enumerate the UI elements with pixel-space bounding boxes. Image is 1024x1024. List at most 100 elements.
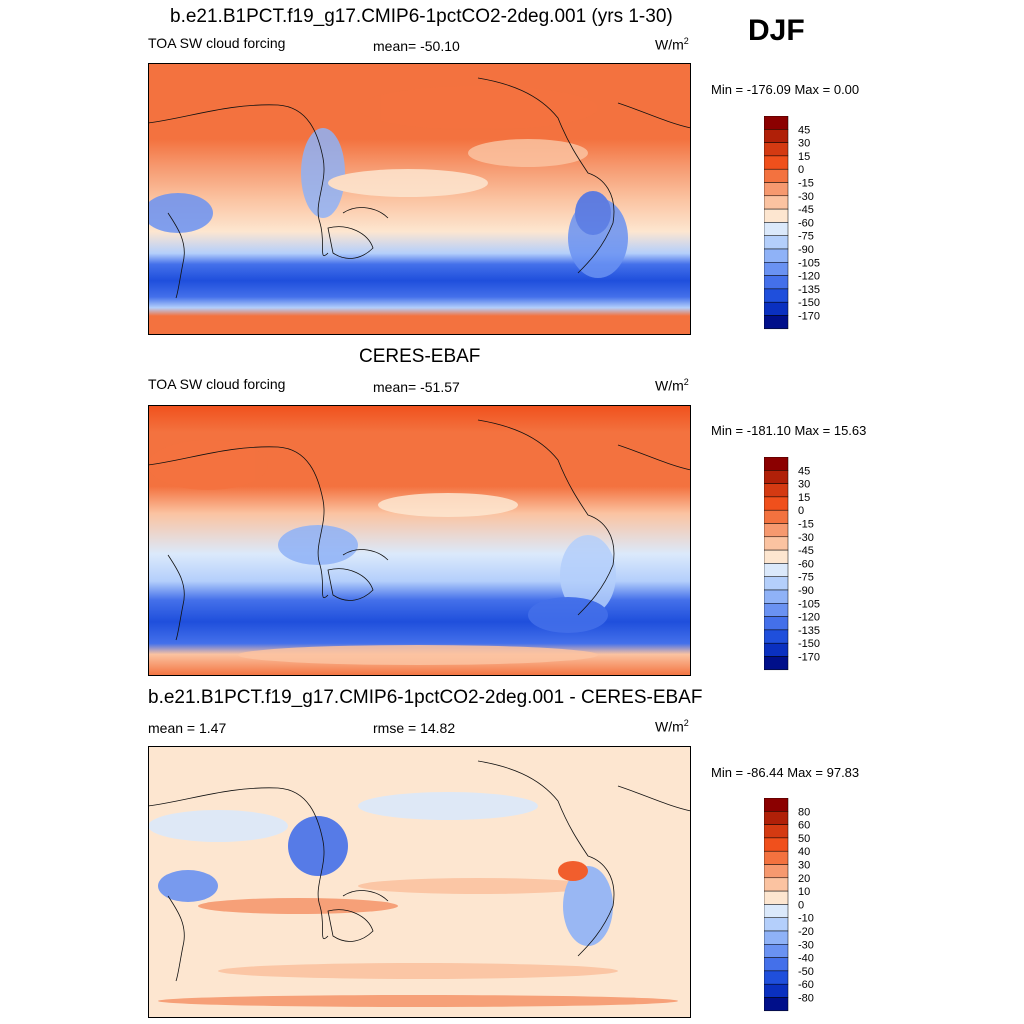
panel-3-colorbar-label: 0 — [798, 899, 804, 911]
panel-2-colorbar-box — [764, 483, 789, 498]
panel-1-colorbar-box — [764, 301, 789, 316]
panel-2-colorbar-label: -45 — [798, 545, 814, 557]
panel-2-colorbar-label: 15 — [798, 492, 810, 504]
panel-1-colorbar-label: -15 — [798, 178, 814, 190]
panel-1-colorbar-box — [764, 195, 789, 210]
panel-1-coastlines — [148, 77, 691, 299]
panel-2-colorbar-box — [764, 457, 789, 471]
panel-3-colorbar-box — [764, 917, 789, 932]
panel-1-colorbar-label: -120 — [798, 271, 820, 283]
panel-2-colorbar-box — [764, 576, 789, 591]
panel-1-units: W/m2 — [655, 36, 689, 53]
panel-2-colorbar-box — [764, 563, 789, 577]
panel-2-colorbar-label: -150 — [798, 638, 820, 650]
panel-2-colorbar-label: -15 — [798, 519, 814, 531]
panel-1-map — [148, 63, 691, 335]
panel-2-features — [148, 440, 616, 665]
panel-1-colorbar-box — [764, 155, 789, 170]
panel-2-colorbar-box — [764, 549, 789, 564]
panel-1-colorbar-label: 15 — [798, 151, 810, 163]
panel-1-colorbar-box — [764, 168, 789, 183]
panel-3-colorbar-label: 30 — [798, 860, 810, 872]
panel-3-colorbar-label: -30 — [798, 939, 814, 951]
panel-2-title: CERES-EBAF — [359, 346, 481, 367]
panel-3-colorbar-box — [764, 837, 789, 852]
panel-3-colorbar-box — [764, 877, 789, 892]
panel-1-minmax: Min = -176.09 Max = 0.00 — [711, 82, 860, 97]
panel-2-colorbar-label: 0 — [798, 505, 804, 517]
panel-1-mean-label: mean= -50.10 — [373, 38, 460, 54]
panel-3-colorbar-box — [764, 864, 789, 879]
panel-1-colorbar-box — [764, 129, 789, 143]
panel-3-colorbar-label: -40 — [798, 953, 814, 965]
panel-3-frame — [148, 746, 691, 1018]
panel-3-colorbar-box — [764, 824, 789, 839]
panel-2-frame — [148, 405, 691, 676]
panel-1-variable-label: TOA SW cloud forcing — [148, 35, 286, 51]
panel-2-colorbar-label: 45 — [798, 465, 810, 477]
panel-2-colorbar-label: -75 — [798, 572, 814, 584]
panel-3-colorbar-label: 60 — [798, 820, 810, 832]
panel-2-colorbar-box — [764, 470, 789, 484]
panel-2-variable-label: TOA SW cloud forcing — [148, 376, 286, 392]
panel-1-colorbar-label: -170 — [798, 311, 820, 323]
panel-2-colorbar-label: -90 — [798, 585, 814, 597]
panel-1-title: b.e21.B1PCT.f19_g17.CMIP6-1pctCO2-2deg.0… — [170, 6, 673, 27]
panel-3-colorbar-box — [764, 983, 789, 998]
panel-3-colorbar-label: -60 — [798, 979, 814, 991]
panel-1-colorbar-box — [764, 288, 789, 303]
panel-1-colorbar-box — [764, 142, 789, 157]
panel-2-colorbar-box — [764, 603, 789, 617]
panel-3-colorbar-label: -10 — [798, 913, 814, 925]
panel-3-mean-label: mean = 1.47 — [148, 720, 227, 736]
panel-1-colorbar-box — [764, 275, 789, 290]
panel-3-colorbar-label: 40 — [798, 846, 810, 858]
panel-2-colorbar-box — [764, 589, 789, 604]
panel-2-colorbar-box — [764, 523, 789, 538]
panel-1-colorbar-box — [764, 208, 789, 223]
panel-1-colorbar-box — [764, 262, 789, 276]
panel-2-coastlines — [148, 419, 691, 641]
panel-3-rmse-label: rmse = 14.82 — [373, 720, 456, 736]
panel-2-colorbar-label: -120 — [798, 612, 820, 624]
panel-3-colorbar-box — [764, 811, 789, 825]
panel-2-colorbar-label: 30 — [798, 479, 810, 491]
panel-3-colorbar-box — [764, 997, 789, 1012]
panel-2-colorbar-label: -105 — [798, 598, 820, 610]
panel-2-colorbar-label: -60 — [798, 558, 814, 570]
panel-1-colorbar-label: -150 — [798, 297, 820, 309]
panel-2-colorbar-box — [764, 642, 789, 657]
panel-1-colorbar-label: -90 — [798, 244, 814, 256]
panel-3-map — [148, 746, 691, 1018]
panel-3-colorbar-box — [764, 930, 789, 945]
panel-1-colorbar-label: -105 — [798, 257, 820, 269]
panel-2-minmax: Min = -181.10 Max = 15.63 — [711, 423, 867, 438]
panel-3-minmax: Min = -86.44 Max = 97.83 — [711, 765, 860, 780]
panel-3-colorbar-label: -50 — [798, 966, 814, 978]
panel-3-colorbar-label: -80 — [798, 993, 814, 1005]
panel-1-colorbar-box — [764, 116, 789, 130]
panel-3-colorbar-box — [764, 890, 789, 905]
panel-1-frame — [148, 63, 691, 335]
panel-3-coastlines — [148, 760, 691, 982]
panel-3-colorbar-box — [764, 970, 789, 985]
panel-3-colorbar-label: 80 — [798, 806, 810, 818]
panel-1-colorbar-box — [764, 222, 789, 236]
panel-1-features — [148, 86, 628, 278]
panel-2-units: W/m2 — [655, 377, 689, 394]
panel-2-colorbar-label: -170 — [798, 652, 820, 664]
panel-2-colorbar-box — [764, 509, 789, 524]
panel-1-colorbar-box — [764, 235, 789, 250]
panel-3-title: b.e21.B1PCT.f19_g17.CMIP6-1pctCO2-2deg.0… — [148, 687, 703, 708]
panel-2-colorbar-box — [764, 629, 789, 644]
panel-1-colorbar-label: -75 — [798, 231, 814, 243]
panel-3-colorbar-box — [764, 957, 789, 972]
panel-2-colorbar-box — [764, 496, 789, 511]
panel-3-colorbar-label: 10 — [798, 886, 810, 898]
panel-3-colorbar-box — [764, 798, 789, 812]
panel-1-colorbar-label: -45 — [798, 204, 814, 216]
panel-1-colorbar-label: 45 — [798, 124, 810, 136]
